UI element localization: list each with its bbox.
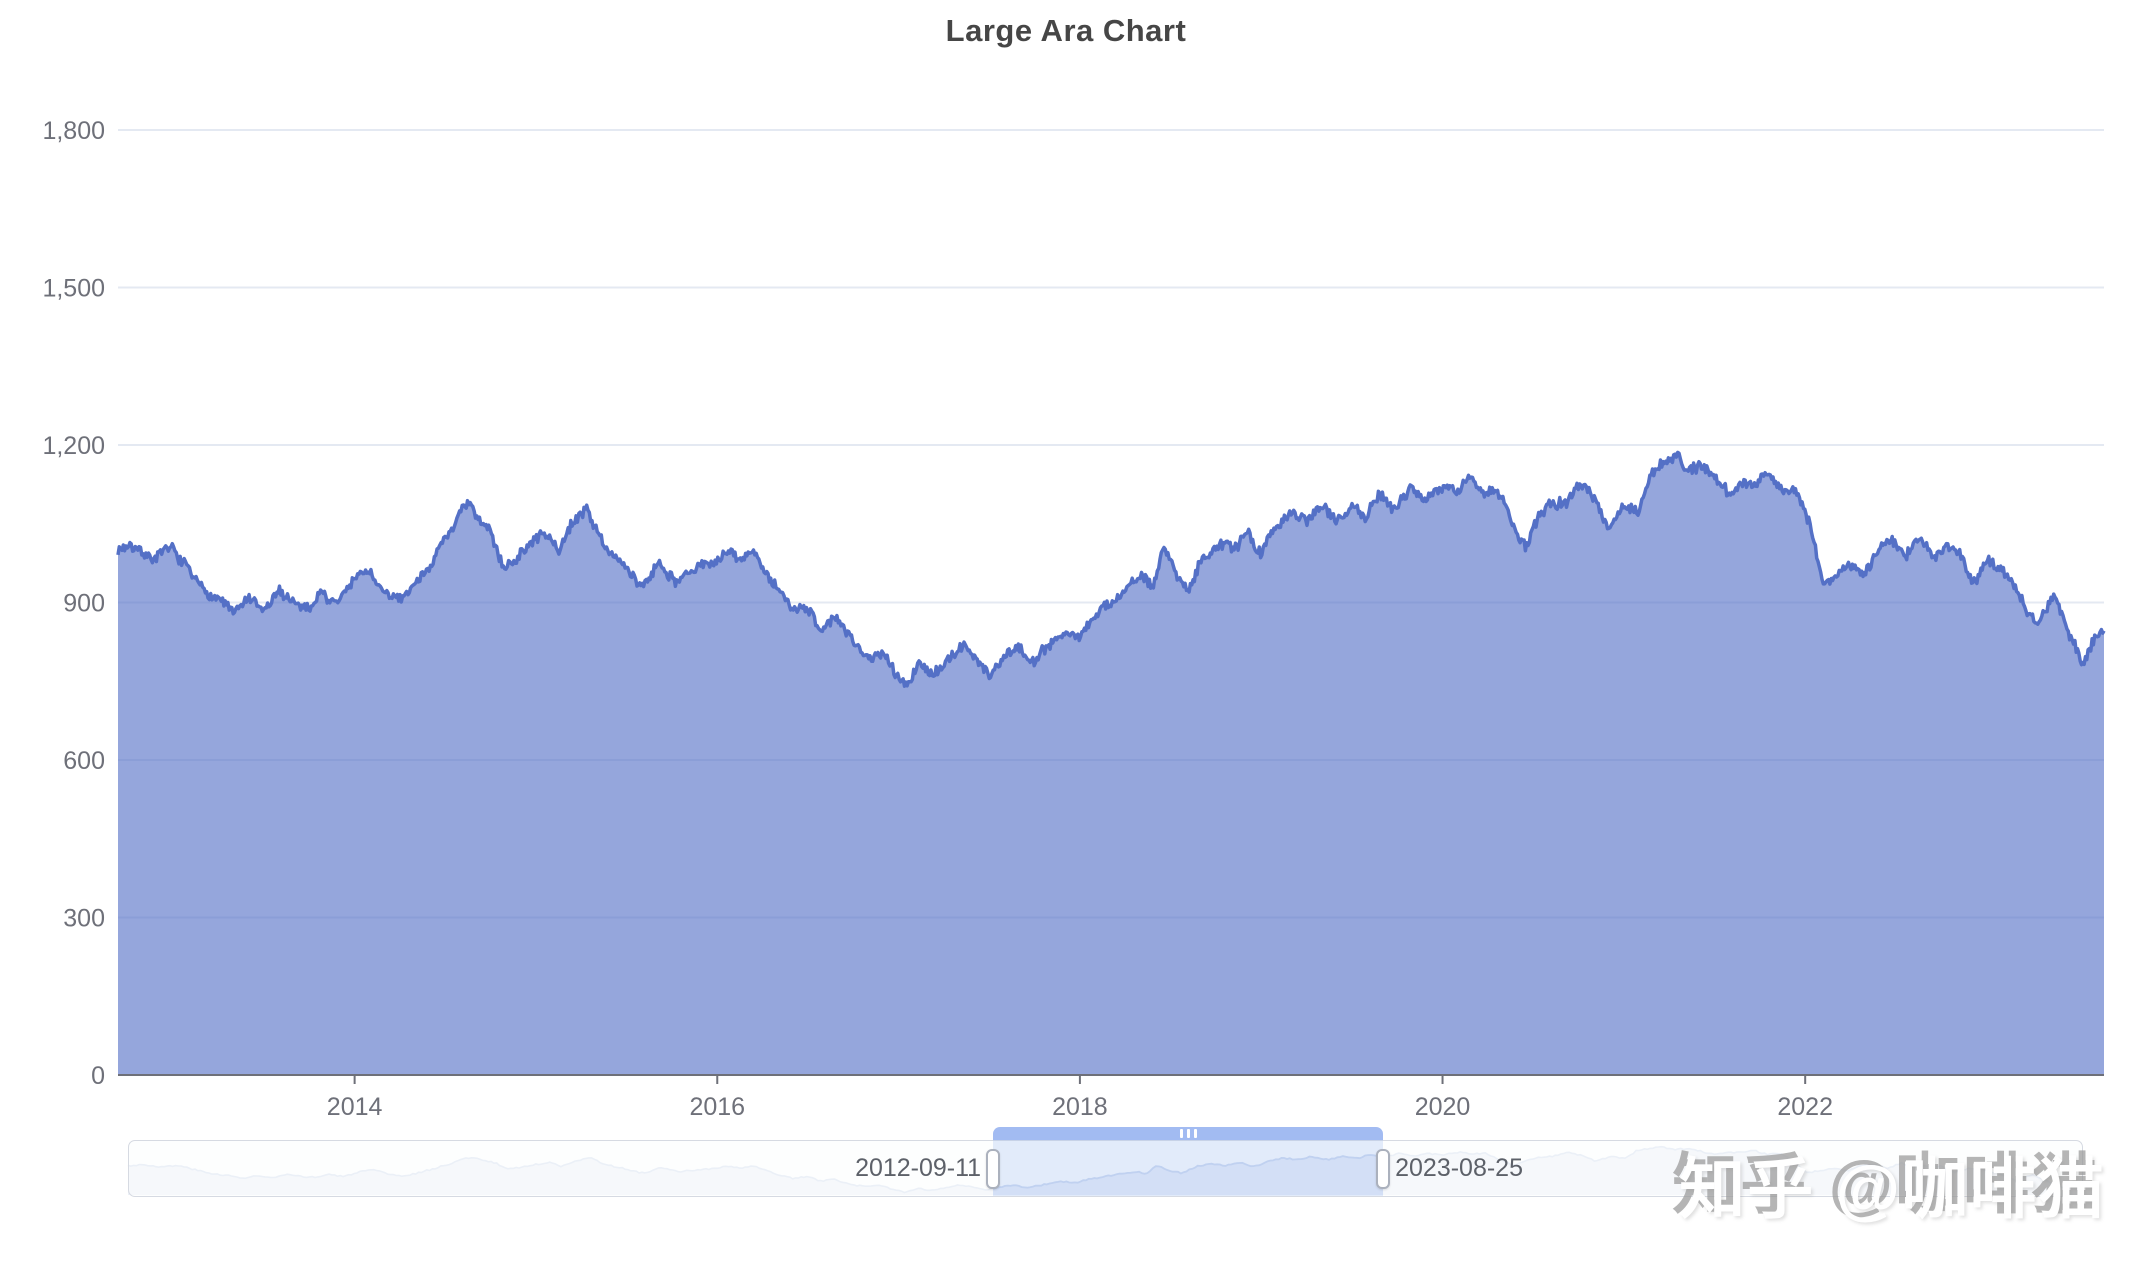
x-axis-label: 2020 [1415, 1093, 1471, 1121]
y-axis-label: 1,800 [42, 117, 105, 145]
area-series-line [116, 450, 2106, 688]
watermark: 知乎 @咖啡猫 [1679, 1152, 2106, 1226]
y-axis-label: 1,500 [42, 275, 105, 303]
grip-icon [1179, 1129, 1183, 1138]
chart-title: Large Ara Chart [945, 13, 1187, 48]
x-axis-label: 2014 [327, 1093, 383, 1121]
datazoom-left-handle[interactable] [986, 1149, 1001, 1189]
datazoom-window[interactable] [993, 1140, 1384, 1196]
x-axis-label: 2022 [1777, 1093, 1833, 1121]
datazoom-start-date-label: 2012-09-11 [855, 1154, 982, 1182]
grip-icon [1193, 1129, 1197, 1138]
y-axis-label: 300 [63, 905, 105, 933]
y-axis-label: 1,200 [42, 432, 105, 460]
x-axis-label: 2016 [689, 1093, 745, 1121]
area-series-fill [118, 452, 2104, 1075]
y-axis-labels: 0 300 600 900 1,200 1,500 1,800 [42, 117, 105, 1090]
datazoom-end-date-label: 2023-08-25 [1395, 1154, 1523, 1182]
grip-icon [1186, 1129, 1190, 1138]
datazoom-right-handle[interactable] [1376, 1149, 1391, 1189]
x-axis-label: 2018 [1052, 1093, 1108, 1121]
chart-plot-area[interactable] [118, 60, 2104, 1075]
x-axis: 2014 2016 2018 2020 2022 [118, 1074, 2104, 1121]
datazoom-move-handle[interactable] [993, 1127, 1384, 1140]
y-axis-label: 600 [63, 747, 105, 775]
y-axis-label: 900 [63, 590, 105, 618]
y-axis-label: 0 [91, 1062, 105, 1090]
datazoom-track[interactable] [128, 1140, 2083, 1197]
